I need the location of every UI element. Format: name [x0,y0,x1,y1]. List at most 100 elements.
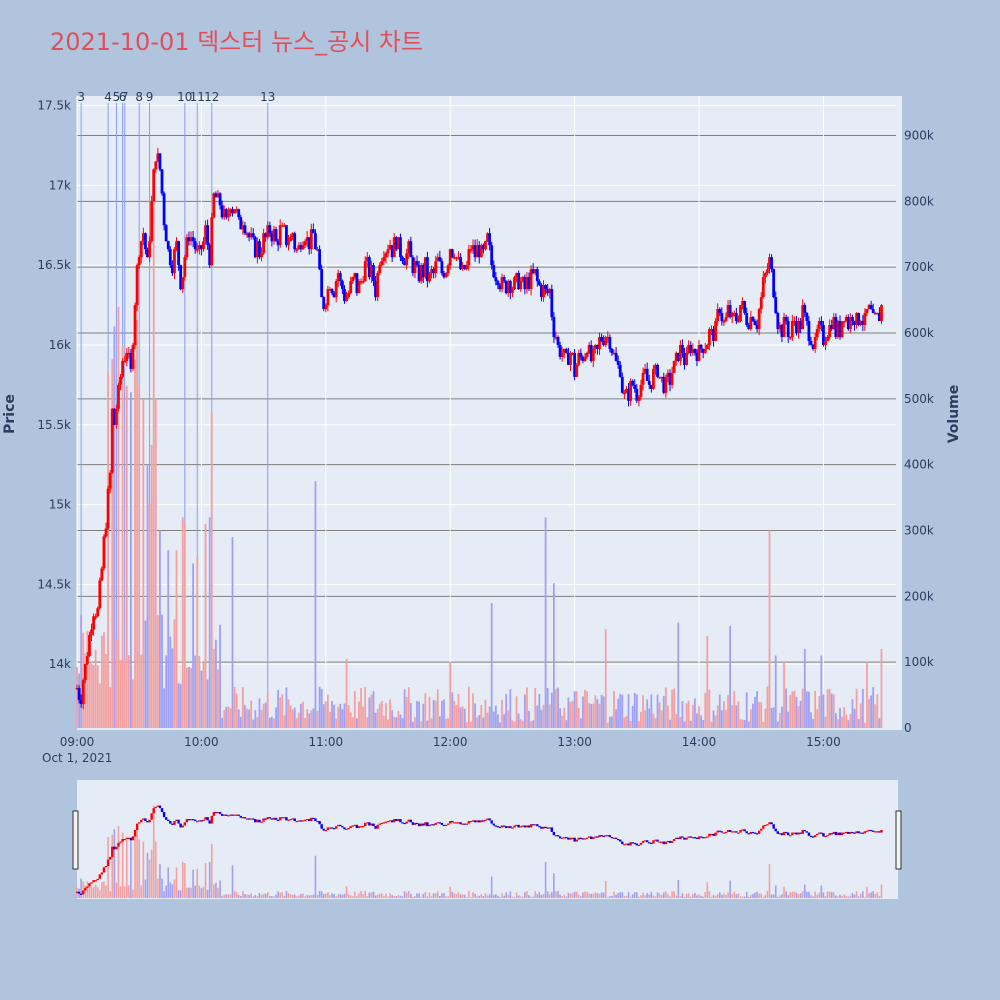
news-marker-label[interactable]: 7 [121,90,129,104]
mini-volume-bar [864,897,866,898]
mini-volume-bar [410,893,412,898]
volume-bar [706,635,709,728]
mini-volume-bar [308,895,311,898]
news-marker-label[interactable]: 10 [177,90,192,104]
volume-bar [459,707,462,728]
mini-volume-bar [260,894,263,898]
mini-candle [579,837,583,839]
mini-volume-bar [144,879,147,898]
volume-bar [335,718,338,728]
volume-bar [851,699,854,728]
time-tick-label: 10:00 [184,735,219,749]
mini-candle [395,819,398,821]
volume-bar [138,385,141,728]
candle [280,222,284,227]
candle [349,276,353,295]
candle [805,311,809,326]
news-marker-label[interactable]: 12 [204,90,219,104]
news-marker-label[interactable]: 8 [135,90,143,104]
candle [693,348,697,356]
candle [743,300,747,315]
candle [761,270,765,299]
volume-bar [165,655,168,728]
candle [560,346,564,362]
candle [426,251,429,288]
candle [513,275,516,291]
volume-bar [669,719,671,728]
volume-bar [540,709,543,728]
mini-candle [287,819,290,821]
mini-volume-bar [175,867,178,898]
mini-volume-bar [366,896,369,898]
volume-bar [215,639,217,728]
candle [552,312,556,343]
candle [235,206,239,213]
mini-candle [863,831,867,834]
volume-bar [826,689,829,728]
candle [131,342,135,372]
news-marker-label[interactable]: 11 [190,90,205,104]
mini-volume-bar [227,894,230,898]
range-slider-left-handle[interactable] [72,810,79,870]
volume-bar [696,713,698,728]
mini-candle [312,817,315,819]
mini-volume-bar [327,892,329,898]
volume-bar [683,721,686,728]
volume-bar [799,701,802,728]
range-slider[interactable] [77,780,898,899]
candle [848,313,852,334]
mini-candle [660,841,663,843]
volume-bar [183,523,186,728]
range-slider-right-handle[interactable] [895,810,902,870]
mini-volume-bar [368,892,371,898]
mini-candle [156,805,160,807]
mini-volume-bar [399,895,402,898]
mini-volume-bar [101,882,103,898]
mini-volume-bar [312,894,315,898]
volume-bar [723,701,725,728]
news-marker-label[interactable]: 9 [146,90,154,104]
volume-bar [380,701,383,728]
volume-bar [117,306,120,728]
mini-volume-bar [447,896,449,898]
news-marker-label[interactable]: 13 [260,90,275,104]
volume-tick-label: 200k [904,589,934,603]
volume-bar [113,326,116,728]
mini-candle [720,831,724,833]
news-marker-label[interactable]: 3 [77,90,85,104]
candle [745,307,749,327]
mini-volume-bar [853,894,856,898]
volume-bar [588,702,591,728]
volume-tick-label: 900k [904,129,934,143]
candle [788,336,792,340]
candle [544,284,547,295]
news-marker-label[interactable]: 4 [104,90,112,104]
volume-tick-label: 500k [904,392,934,406]
news-marker-label[interactable]: 5 [113,90,121,104]
volume-bar [233,686,236,728]
volume-bar [154,398,157,728]
date-label: Oct 1, 2021 [42,751,112,765]
mini-candle [185,819,189,823]
mini-volume-bar [165,885,167,898]
news-marker-label[interactable]: 6 [119,90,127,104]
volume-bar [146,464,149,728]
candle [268,221,272,237]
volume-bar [646,699,649,728]
candle [807,315,811,346]
mini-candle [880,830,883,833]
mini-candle [664,841,668,845]
volume-bar [76,667,78,728]
candle [193,238,197,254]
candle [152,168,156,202]
mini-volume-bar [478,895,481,898]
mini-candle [596,836,599,838]
mini-volume-bar [142,841,145,898]
candle [270,230,274,247]
candle [340,279,344,295]
mini-volume-bar [210,843,213,898]
volume-bar [119,660,122,728]
candle [550,284,554,321]
mini-candle [614,837,618,839]
mini-volume-bar [213,884,215,898]
